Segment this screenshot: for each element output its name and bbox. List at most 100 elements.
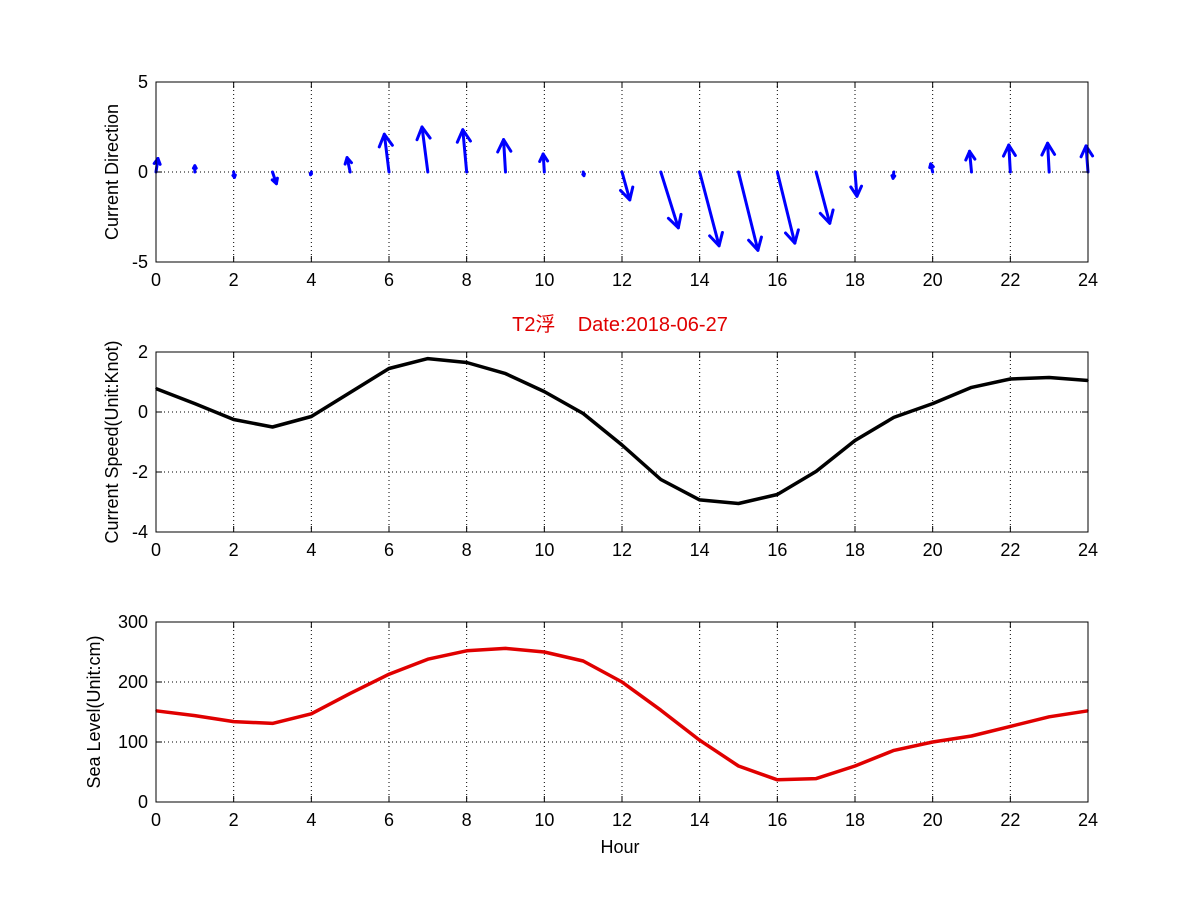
ticks: 0 2 4 6 8 10 12 14 16 18 20 22 24-4-202 <box>132 342 1098 560</box>
y-tick-label: -2 <box>132 462 148 482</box>
data-point <box>543 390 546 393</box>
arrow-head <box>1079 144 1095 159</box>
x-tick-label: 8 <box>462 270 472 290</box>
direction-arrows <box>152 125 1095 252</box>
x-tick-label: 2 <box>229 270 239 290</box>
direction-arrow <box>581 170 586 178</box>
arrow-head <box>708 231 724 248</box>
plot-area <box>156 352 1088 532</box>
data-point <box>232 720 235 723</box>
x-tick-label: 14 <box>690 270 710 290</box>
arrow-head <box>270 176 279 186</box>
arrow-head <box>308 171 313 177</box>
arrow-head <box>343 156 353 166</box>
data-point <box>854 439 856 442</box>
data-point <box>543 651 546 653</box>
arrow-shaft <box>698 170 721 248</box>
data-point <box>698 739 701 741</box>
direction-arrow <box>308 170 313 177</box>
data-point <box>582 660 584 662</box>
arrow-shaft <box>502 138 507 174</box>
x-tick-label: 16 <box>767 810 787 830</box>
data-point <box>427 357 429 360</box>
current-direction-panel: 0 2 4 6 8 10 12 14 16 18 20 22 24-505 Current Direct… <box>102 72 1098 290</box>
arrow-shaft <box>461 128 469 174</box>
data-point <box>621 681 623 683</box>
arrow-head <box>152 157 162 166</box>
x-tick-label: 6 <box>384 540 394 560</box>
ticks: 0 2 4 6 8 10 12 14 16 18 20 22 24-505 <box>132 72 1098 290</box>
data-point <box>698 499 701 501</box>
data-point <box>194 714 196 717</box>
data-point <box>232 418 235 421</box>
data-point <box>1048 716 1050 718</box>
y-tick-label: -4 <box>132 522 148 542</box>
x-tick-label: 10 <box>534 810 554 830</box>
direction-arrow <box>191 164 198 174</box>
x-tick-label: 4 <box>306 810 316 830</box>
x-tick-label: 0 <box>151 540 161 560</box>
direction-arrow <box>270 170 279 186</box>
arrow-head <box>496 138 513 154</box>
direction-arrow <box>737 170 763 252</box>
current-speed-panel: 0 2 4 6 8 10 12 14 16 18 20 22 24-4-202 Current Spee… <box>102 340 1098 560</box>
data-point <box>310 713 313 715</box>
arrow-head <box>784 228 800 245</box>
x-axis-label: Hour <box>600 837 639 857</box>
arrow-head <box>538 152 550 163</box>
data-point <box>1009 725 1012 728</box>
y-tick-label: 0 <box>138 402 148 422</box>
data-point <box>931 402 934 405</box>
y-tick-label: 100 <box>118 732 148 752</box>
x-tick-label: 20 <box>923 810 943 830</box>
x-tick-label: 22 <box>1000 540 1020 560</box>
arrow-shaft <box>659 170 680 230</box>
arrow-head <box>415 125 432 142</box>
data-point <box>1009 378 1012 380</box>
data-point <box>504 647 507 650</box>
x-tick-label: 0 <box>151 810 161 830</box>
arrow-head <box>849 184 864 198</box>
arrow-head <box>1001 143 1017 158</box>
arrow-shaft <box>420 125 430 174</box>
data-point <box>854 765 856 767</box>
x-tick-label: 8 <box>462 540 472 560</box>
x-tick-label: 18 <box>845 810 865 830</box>
direction-arrow <box>1001 143 1017 174</box>
x-tick-label: 24 <box>1078 540 1098 560</box>
data-point <box>504 372 507 375</box>
data-point <box>815 470 817 473</box>
data-point <box>970 735 973 737</box>
data-point <box>388 367 390 370</box>
direction-arrow <box>538 152 550 174</box>
arrow-head <box>455 128 472 144</box>
direction-arrow <box>698 170 724 248</box>
arrow-shaft <box>1007 143 1012 174</box>
data-point <box>349 391 351 394</box>
y-tick-label: -5 <box>132 252 148 272</box>
x-tick-label: 2 <box>229 810 239 830</box>
x-tick-label: 12 <box>612 810 632 830</box>
direction-arrow <box>964 149 977 174</box>
arrow-head <box>581 172 586 178</box>
x-tick-label: 0 <box>151 270 161 290</box>
arrow-shaft <box>853 170 859 198</box>
direction-arrow <box>455 128 472 174</box>
y-tick-label: 0 <box>138 162 148 182</box>
x-tick-label: 18 <box>845 270 865 290</box>
x-tick-label: 12 <box>612 540 632 560</box>
x-tick-label: 10 <box>534 540 554 560</box>
data-point <box>465 650 468 652</box>
direction-arrow <box>890 170 897 180</box>
x-tick-label: 20 <box>923 540 943 560</box>
y-axis-label: Sea Level(Unit:cm) <box>84 635 104 788</box>
arrow-shaft <box>968 149 973 174</box>
arrow-head <box>818 208 835 225</box>
x-tick-label: 12 <box>612 270 632 290</box>
x-tick-label: 14 <box>690 540 710 560</box>
y-tick-label: 2 <box>138 342 148 362</box>
direction-arrow <box>496 138 513 174</box>
data-point <box>737 765 740 767</box>
